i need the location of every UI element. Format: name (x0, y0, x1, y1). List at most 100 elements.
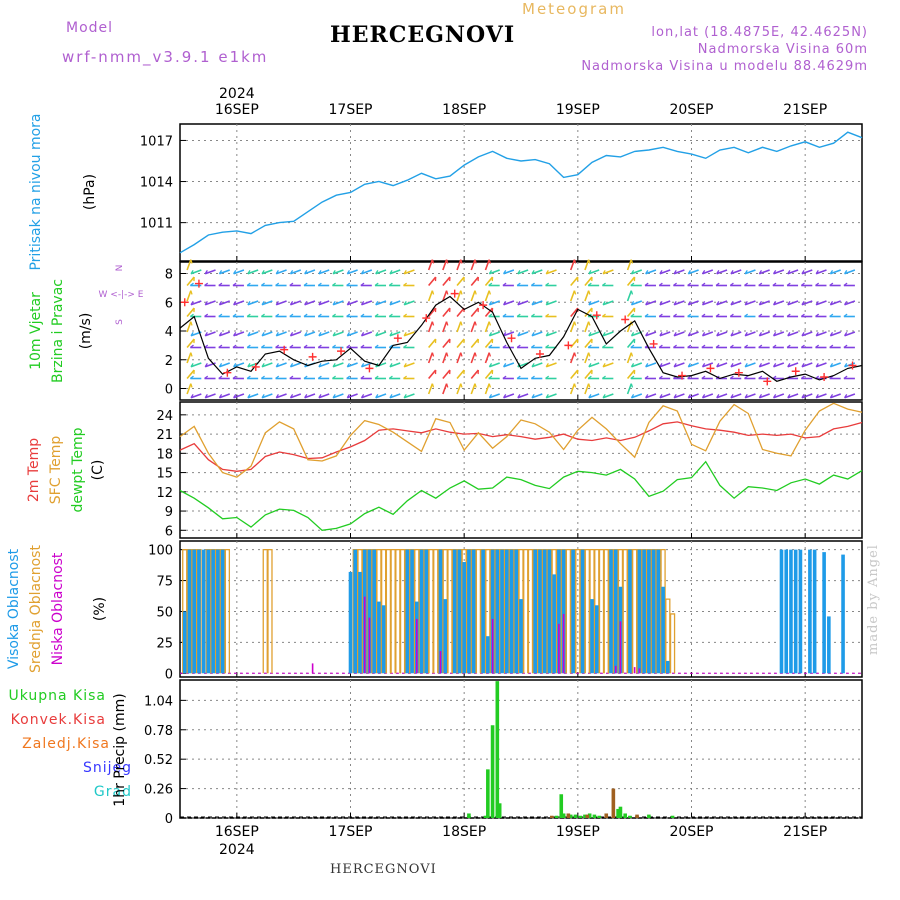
cloud-high-bar (647, 549, 651, 674)
wind-arrow-head (488, 321, 492, 326)
wind-arrow (773, 300, 785, 306)
wind-arrow (517, 393, 529, 399)
cloud-mid-bar (603, 549, 609, 674)
wind-arrow-head (488, 282, 493, 287)
wind-arrow (531, 300, 543, 306)
y-tick-label: 15 (156, 467, 173, 482)
wind-arrow-head (516, 282, 521, 287)
wind-arrow-head (843, 313, 848, 318)
wind-arrow-head (275, 332, 279, 337)
y-tick-label: 12 (156, 486, 173, 501)
wind-arrow-head (388, 344, 393, 349)
cloud-high-bar (538, 549, 542, 674)
wind-arrow-head (815, 344, 820, 349)
wind-arrow (186, 383, 192, 395)
wind-arrow (442, 352, 448, 364)
wind-arrow-head (289, 301, 294, 306)
wind-arrow (427, 290, 434, 302)
cloud-mid-bar (357, 549, 363, 674)
wind-arrow-head (488, 290, 492, 295)
wind-arrow (569, 352, 576, 364)
y-tick-label: 6 (165, 524, 173, 539)
wind-arrow-head (573, 352, 577, 357)
wind-arrow (659, 331, 671, 337)
cloud-mid-bar (414, 549, 420, 674)
y-tick-label: 9 (165, 505, 173, 520)
wind-arrow (584, 321, 590, 333)
wind-arrow-head (687, 375, 692, 380)
wind-arrow-head (474, 290, 477, 295)
wind-arrow (744, 269, 756, 275)
gust-marker (365, 364, 374, 373)
wind-arrow (442, 290, 448, 302)
wind-arrow (744, 331, 756, 337)
wind-arrow-head (204, 282, 209, 287)
wind-arrow (801, 300, 813, 306)
gust-marker (820, 373, 829, 381)
wind-arrow-head (317, 375, 322, 380)
wind-arrow-head (403, 344, 408, 349)
wind-arrow-head (403, 363, 407, 368)
wind-arrow-head (772, 270, 777, 275)
wind-arrow-head (758, 313, 763, 318)
cloud-mid-bar (594, 549, 600, 674)
wind-arrow-head (218, 313, 223, 318)
wind-arrow-head (787, 394, 791, 399)
y-axis-label-wind-2: Brzina i Pravac (50, 279, 66, 383)
wind-arrow-head (630, 301, 635, 306)
wind-arrow-head (190, 383, 193, 388)
wind-arrow-head (744, 282, 749, 287)
wind-arrow-head (587, 375, 592, 380)
wind-arrow (403, 393, 415, 399)
cloud-high-bar (367, 549, 372, 674)
wind-arrow (484, 369, 494, 380)
wind-arrow (470, 259, 476, 271)
wind-arrow-head (289, 313, 294, 318)
cloud-high-bar (590, 599, 594, 674)
cloud-high-bar (547, 549, 552, 674)
wind-arrow-head (716, 301, 720, 306)
wind-arrow (442, 383, 448, 395)
wind-arrow (375, 300, 387, 306)
wind-arrow (759, 300, 770, 306)
wind-arrow (759, 331, 770, 337)
wind-arrow (626, 383, 633, 395)
cloud-high-bar (504, 549, 509, 674)
wind-arrow (470, 307, 479, 318)
y-axis-label-precip: 1hr Precip (mm) (112, 693, 128, 806)
wind-arrow-head (772, 394, 777, 399)
wind-arrow-head (388, 375, 393, 380)
wind-arrow-head (588, 394, 592, 399)
wind-arrow-head (730, 332, 734, 337)
wind-arrow-head (701, 332, 706, 337)
wind-arrow (673, 331, 685, 337)
cloud-high-bar (216, 549, 220, 674)
model-version: wrf-nmm_v3.9.1 e1km (62, 48, 269, 66)
x-tick-label-top: 20SEP (670, 102, 714, 118)
wind-arrow (427, 383, 434, 395)
legend-item: Zaledj.Kisa (22, 736, 110, 752)
wind-arrow-head (374, 282, 379, 287)
wind-arrow-head (729, 344, 734, 349)
wind-arrow (503, 269, 515, 275)
wind-arrow-head (844, 270, 848, 275)
wind-arrow (428, 338, 437, 349)
wind-arrow (531, 331, 543, 337)
y-tick-label: 0 (165, 812, 173, 827)
wind-arrow-head (502, 375, 507, 380)
panel-wind: 0 2 4 6 8 (165, 261, 863, 401)
wind-arrow-head (645, 332, 649, 337)
wind-arrow (759, 269, 770, 275)
wind-arrow (503, 393, 515, 399)
wind-arrow-head (246, 344, 251, 349)
wind-arrow (346, 331, 358, 337)
cloud-high-bar (452, 549, 457, 674)
wind-arrow-head (375, 270, 379, 275)
wind-arrow (489, 300, 500, 306)
precip_total-bar (583, 814, 587, 818)
altitude-label: Nadmorska Visina 60m (697, 42, 868, 57)
gust-marker (678, 371, 687, 380)
wind-arrow (346, 269, 358, 275)
wind-arrow-head (772, 313, 777, 318)
wind-arrow-head (360, 394, 365, 399)
